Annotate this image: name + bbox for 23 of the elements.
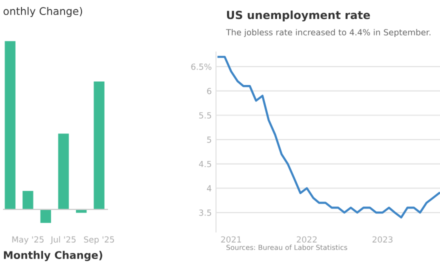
chart-title: US unemployment rate [227, 10, 370, 22]
x-tick-label: May '25 [12, 236, 44, 244]
bar [94, 81, 104, 210]
chart-subtitle: The jobless rate increased to 4.4% in September. [226, 28, 430, 38]
x-tick-label: 2023 [372, 236, 392, 243]
x-tick-label: Jul '25 [50, 236, 76, 244]
bar [40, 209, 52, 223]
y-tick-label: 6.5% [191, 64, 212, 70]
y-tick-label: 4.5 [198, 160, 212, 168]
text: Monthly Change) [4, 250, 102, 262]
y-tick-label: 4 [206, 185, 212, 192]
y-tick-label: 6 [207, 88, 212, 94]
chart-title: onthly Change) [4, 6, 82, 18]
bar [4, 41, 16, 210]
bar [58, 134, 69, 210]
x-tick-label: 2022 [296, 236, 317, 243]
line-series [217, 56, 440, 218]
bar [22, 190, 34, 210]
y-tick-label: 5.5 [199, 112, 212, 119]
x-tick-label: Sep '25 [84, 236, 114, 244]
y-tick-label: 3.5 [199, 210, 212, 216]
x-tick-label: 2021 [221, 236, 241, 243]
y-tick-label: 5 [207, 136, 212, 143]
